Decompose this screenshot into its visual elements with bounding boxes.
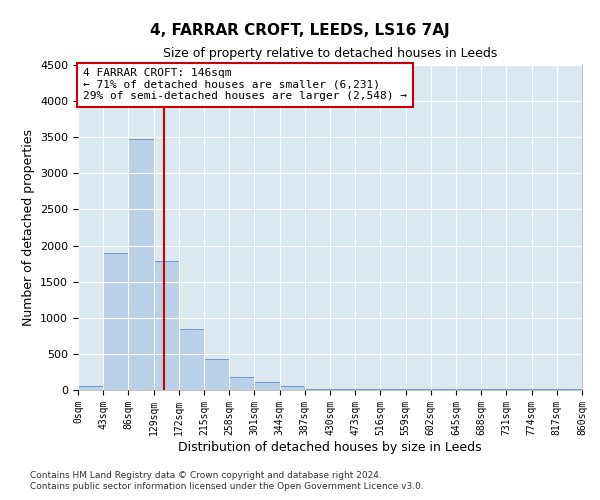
Bar xyxy=(204,359,229,390)
Bar xyxy=(103,253,128,390)
Text: Contains HM Land Registry data © Crown copyright and database right 2024.: Contains HM Land Registry data © Crown c… xyxy=(30,470,382,480)
X-axis label: Distribution of detached houses by size in Leeds: Distribution of detached houses by size … xyxy=(178,440,482,454)
Text: 4 FARRAR CROFT: 146sqm
← 71% of detached houses are smaller (6,231)
29% of semi-: 4 FARRAR CROFT: 146sqm ← 71% of detached… xyxy=(83,68,407,102)
Bar xyxy=(229,376,254,390)
Text: 4, FARRAR CROFT, LEEDS, LS16 7AJ: 4, FARRAR CROFT, LEEDS, LS16 7AJ xyxy=(150,22,450,38)
Bar xyxy=(179,330,204,390)
Bar xyxy=(128,138,154,390)
Y-axis label: Number of detached properties: Number of detached properties xyxy=(22,129,35,326)
Bar xyxy=(78,386,103,390)
Title: Size of property relative to detached houses in Leeds: Size of property relative to detached ho… xyxy=(163,46,497,60)
Bar xyxy=(254,382,280,390)
Bar xyxy=(154,262,179,390)
Text: Contains public sector information licensed under the Open Government Licence v3: Contains public sector information licen… xyxy=(30,482,424,491)
Bar xyxy=(280,386,305,390)
